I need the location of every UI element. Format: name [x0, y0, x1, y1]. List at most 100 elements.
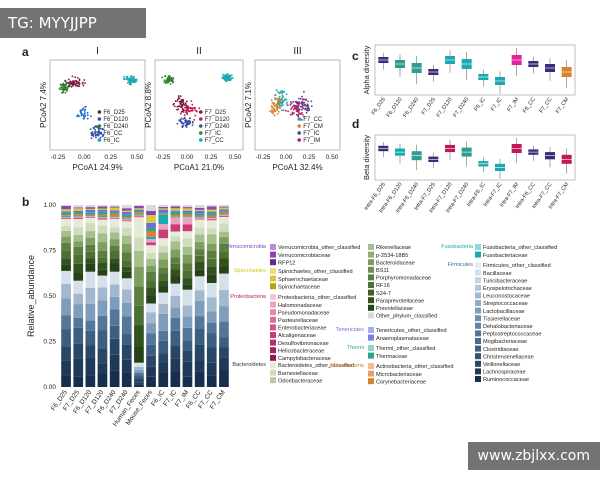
legend-swatch [368, 259, 374, 266]
stack-segment [134, 205, 144, 206]
stack-segment [206, 274, 217, 283]
stack-segment [182, 361, 193, 377]
stack-segment [182, 216, 193, 225]
stack-segment [134, 208, 144, 210]
box-category-label: F6_CC [522, 97, 537, 115]
legend-swatch [270, 354, 276, 361]
pcoa-legend-label: F7_CM [303, 124, 323, 130]
stack-segment [219, 214, 229, 215]
pcoa-point [280, 98, 283, 101]
panel-label-c: c [352, 49, 359, 63]
pcoa-point [226, 79, 229, 82]
pcoa-point [168, 76, 171, 78]
stack-segment [194, 227, 205, 235]
pcoa-point [102, 133, 105, 136]
pcoa-point [304, 108, 307, 111]
pcoa-point [188, 117, 191, 120]
legend-swatch [270, 309, 276, 316]
legend-taxon-label: Thermaceae [376, 354, 407, 360]
stack-segment [121, 260, 132, 267]
stack-segment [61, 242, 71, 251]
pcoa-point [166, 80, 169, 83]
stack-segment [194, 360, 205, 372]
pcoa-point [66, 89, 68, 92]
pcoa-point [90, 132, 93, 135]
stack-segment [134, 210, 144, 213]
pcoa-point [183, 114, 186, 117]
stack-segment [170, 276, 181, 284]
legend-taxon-label: Porphyromonadaceae [376, 276, 431, 282]
stack-segment [206, 209, 217, 212]
legend-group-3: Bacteroidetes Bacteroidetes_other_classif… [232, 362, 354, 384]
pcoa-point [131, 77, 133, 80]
pcoa-point [94, 130, 97, 133]
pcoa-point [281, 90, 284, 92]
pcoa-point [126, 76, 129, 78]
pcoa-point [133, 80, 136, 83]
stack-segment [146, 210, 156, 216]
stack-segment [85, 288, 96, 304]
stack-segment [158, 373, 169, 387]
stack-segment [134, 215, 144, 217]
pcoa-point [181, 105, 184, 108]
legend-group-7: Actinobacteria Actinobacteria_other_class… [329, 363, 453, 385]
pcoa-point [61, 86, 64, 89]
stack-segment [182, 316, 193, 328]
stack-segment [85, 205, 96, 208]
stack-segment [85, 237, 96, 245]
box-ylabel: Beta diversity [362, 135, 371, 180]
stack-segment [158, 206, 169, 209]
stack-segment [194, 255, 205, 262]
legend-swatch [368, 370, 374, 377]
stack-segment [61, 216, 71, 218]
legend-taxon-label: Erysipelotrichaceae [483, 286, 532, 292]
stack-segment [219, 258, 229, 267]
pcoa-point [224, 79, 227, 82]
pcoa-point [82, 117, 85, 120]
pcoa-xtick: 0.50 [131, 154, 144, 161]
stack-segment [134, 373, 144, 376]
legend-swatch [475, 251, 481, 258]
stack-segment [194, 329, 205, 345]
pcoa-point [189, 122, 191, 124]
stack-segment [85, 207, 96, 209]
legend-phylum-label: Proteobacteria [230, 294, 267, 300]
pcoa-point [282, 95, 284, 98]
stack-segment [73, 241, 84, 247]
pcoa-legend-label: F6_D25 [103, 110, 125, 116]
stack-segment [85, 330, 96, 346]
stack-segment [97, 257, 108, 264]
pcoa-xtick: 0.00 [78, 154, 91, 161]
stack-segment [134, 209, 144, 211]
pcoa-legend-dot [97, 124, 102, 128]
stack-segment [170, 371, 181, 387]
pcoa-xtick: 0.50 [326, 154, 339, 161]
stack-segment [194, 371, 205, 387]
pcoa-point [73, 82, 76, 85]
pcoa-point [284, 98, 286, 100]
stack-segment [206, 205, 217, 207]
stack-segment [121, 214, 132, 218]
pcoa-point [273, 97, 276, 99]
stack-segment [206, 228, 217, 235]
stack-segment [219, 237, 229, 244]
stack-segment [97, 205, 108, 207]
pcoa-point [86, 117, 89, 120]
stack-segment [146, 280, 156, 288]
stack-segment [73, 343, 84, 359]
stack-segment [219, 206, 229, 208]
stack-segment [134, 375, 144, 379]
pcoa-point [286, 101, 289, 104]
stack-segment [121, 278, 132, 290]
pcoa-point [299, 97, 302, 100]
legend-taxon-label: Paraprevotellaceae [376, 298, 424, 304]
pcoa-point [135, 80, 138, 82]
pcoa-legend-dot [297, 131, 302, 135]
pcoa-point [182, 108, 185, 111]
stack-segment [61, 315, 71, 330]
stack-segment [61, 375, 71, 387]
pcoa-point [307, 100, 309, 103]
stack-segment [109, 217, 120, 219]
pcoa-point [287, 110, 289, 113]
stack-segment [194, 261, 205, 270]
